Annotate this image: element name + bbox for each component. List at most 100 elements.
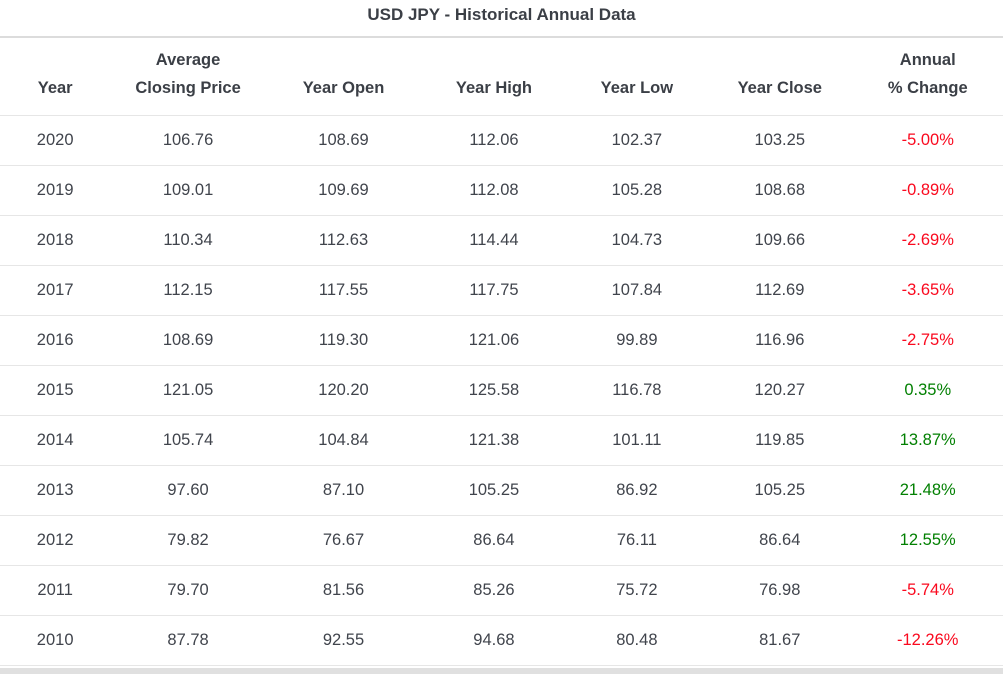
cell-annual_pct_change: -0.89% (852, 165, 1003, 216)
cell-year: 2018 (0, 215, 111, 266)
cell-year: 2019 (0, 165, 111, 216)
cell-year_open: 92.55 (265, 615, 422, 666)
cell-year_high: 121.06 (421, 315, 567, 366)
cell-year: 2017 (0, 265, 111, 316)
cell-year_open: 108.69 (265, 115, 422, 166)
cell-year_low: 104.73 (566, 215, 708, 266)
cell-year_low: 107.84 (566, 265, 708, 316)
column-header-year: Year (0, 37, 111, 116)
cell-annual_pct_change: 21.48% (852, 465, 1003, 516)
cell-year_low: 76.11 (566, 515, 708, 566)
cell-year_high: 86.64 (421, 515, 567, 566)
cell-annual_pct_change: 0.35% (852, 365, 1003, 416)
column-header-year_high: Year High (421, 37, 567, 116)
cell-year: 2015 (0, 365, 111, 416)
cell-avg_closing_price: 121.05 (110, 365, 266, 416)
cell-year_close: 116.96 (707, 315, 853, 366)
cell-annual_pct_change: -5.00% (852, 115, 1003, 166)
column-header-year_close: Year Close (707, 37, 853, 116)
cell-year_low: 102.37 (566, 115, 708, 166)
cell-year_close: 108.68 (707, 165, 853, 216)
cell-year_open: 119.30 (265, 315, 422, 366)
cell-year_open: 120.20 (265, 365, 422, 416)
cell-year_close: 86.64 (707, 515, 853, 566)
cell-year_low: 116.78 (566, 365, 708, 416)
cell-annual_pct_change: 12.55% (852, 515, 1003, 566)
cell-avg_closing_price: 97.60 (110, 465, 266, 516)
table-row: 2015 121.05 120.20 125.58 116.78 120.27 0.35% (0, 365, 1003, 416)
cell-year_close: 105.25 (707, 465, 853, 516)
cell-annual_pct_change: -3.65% (852, 265, 1003, 316)
table-row: 2011 79.70 81.56 85.26 75.72 76.98 -5.74% (0, 565, 1003, 616)
column-header-avg_closing_price: Average Closing Price (110, 37, 266, 116)
cell-avg_closing_price: 87.78 (110, 615, 266, 666)
column-header-year_open: Year Open (265, 37, 422, 116)
table-row: 2012 79.82 76.67 86.64 76.11 86.64 12.55% (0, 515, 1003, 566)
cell-year_open: 76.67 (265, 515, 422, 566)
cell-avg_closing_price: 79.82 (110, 515, 266, 566)
cell-year_low: 86.92 (566, 465, 708, 516)
cell-avg_closing_price: 109.01 (110, 165, 266, 216)
cell-year_high: 112.08 (421, 165, 567, 216)
cell-avg_closing_price: 106.76 (110, 115, 266, 166)
table-row: 2018 110.34 112.63 114.44 104.73 109.66 -2.69% (0, 215, 1003, 266)
cell-year_high: 114.44 (421, 215, 567, 266)
cell-year_high: 117.75 (421, 265, 567, 316)
cell-year_close: 120.27 (707, 365, 853, 416)
historical-annual-data-table: Year Average Closing Price Year Open Year Hi… (0, 36, 1003, 666)
cell-year: 2016 (0, 315, 111, 366)
cell-year_close: 109.66 (707, 215, 853, 266)
page-title: USD JPY - Historical Annual Data (367, 5, 636, 24)
table-row: 2017 112.15 117.55 117.75 107.84 112.69 -3.65% (0, 265, 1003, 316)
cell-year_open: 104.84 (265, 415, 422, 466)
column-header-annual_pct_change: Annual% Change (852, 37, 1003, 116)
cell-annual_pct_change: -12.26% (852, 615, 1003, 666)
cell-year_open: 109.69 (265, 165, 422, 216)
cell-year_close: 119.85 (707, 415, 853, 466)
cell-annual_pct_change: -2.75% (852, 315, 1003, 366)
cell-year_low: 105.28 (566, 165, 708, 216)
cell-year_open: 87.10 (265, 465, 422, 516)
table-row: 2014 105.74 104.84 121.38 101.11 119.85 13.87% (0, 415, 1003, 466)
cell-year_close: 103.25 (707, 115, 853, 166)
cell-year_high: 105.25 (421, 465, 567, 516)
cell-year_open: 117.55 (265, 265, 422, 316)
cell-year_high: 94.68 (421, 615, 567, 666)
cell-annual_pct_change: -2.69% (852, 215, 1003, 266)
cell-annual_pct_change: 13.87% (852, 415, 1003, 466)
cell-year_low: 75.72 (566, 565, 708, 616)
cell-year: 2014 (0, 415, 111, 466)
cell-avg_closing_price: 112.15 (110, 265, 266, 316)
cell-year_close: 112.69 (707, 265, 853, 316)
table-row: 2013 97.60 87.10 105.25 86.92 105.25 21.48% (0, 465, 1003, 516)
cell-year_close: 81.67 (707, 615, 853, 666)
cell-year: 2013 (0, 465, 111, 516)
table-body: 2020 106.76 108.69 112.06 102.37 103.25 -5.00%… (0, 115, 1003, 666)
cell-year: 2012 (0, 515, 111, 566)
cell-year_low: 80.48 (566, 615, 708, 666)
table-header: Year Average Closing Price Year Open Year Hi… (0, 37, 1003, 116)
table-row: 2016 108.69 119.30 121.06 99.89 116.96 -2.75% (0, 315, 1003, 366)
cell-avg_closing_price: 105.74 (110, 415, 266, 466)
cell-year: 2011 (0, 565, 111, 616)
cell-annual_pct_change: -5.74% (852, 565, 1003, 616)
cell-year_high: 125.58 (421, 365, 567, 416)
column-header-year_low: Year Low (566, 37, 708, 116)
cell-year_low: 101.11 (566, 415, 708, 466)
cell-avg_closing_price: 79.70 (110, 565, 266, 616)
cell-year_high: 85.26 (421, 565, 567, 616)
cell-year_open: 112.63 (265, 215, 422, 266)
cell-year: 2020 (0, 115, 111, 166)
cell-year_high: 121.38 (421, 415, 567, 466)
cell-year_close: 76.98 (707, 565, 853, 616)
table-row: 2010 87.78 92.55 94.68 80.48 81.67 -12.26% (0, 615, 1003, 666)
cell-avg_closing_price: 110.34 (110, 215, 266, 266)
table-row: 2020 106.76 108.69 112.06 102.37 103.25 -5.00% (0, 115, 1003, 166)
cell-year: 2010 (0, 615, 111, 666)
cell-avg_closing_price: 108.69 (110, 315, 266, 366)
table-row: 2019 109.01 109.69 112.08 105.28 108.68 -0.89% (0, 165, 1003, 216)
cell-year_low: 99.89 (566, 315, 708, 366)
cell-year_open: 81.56 (265, 565, 422, 616)
table-header-row: Year Average Closing Price Year Open Year Hi… (0, 37, 1003, 116)
